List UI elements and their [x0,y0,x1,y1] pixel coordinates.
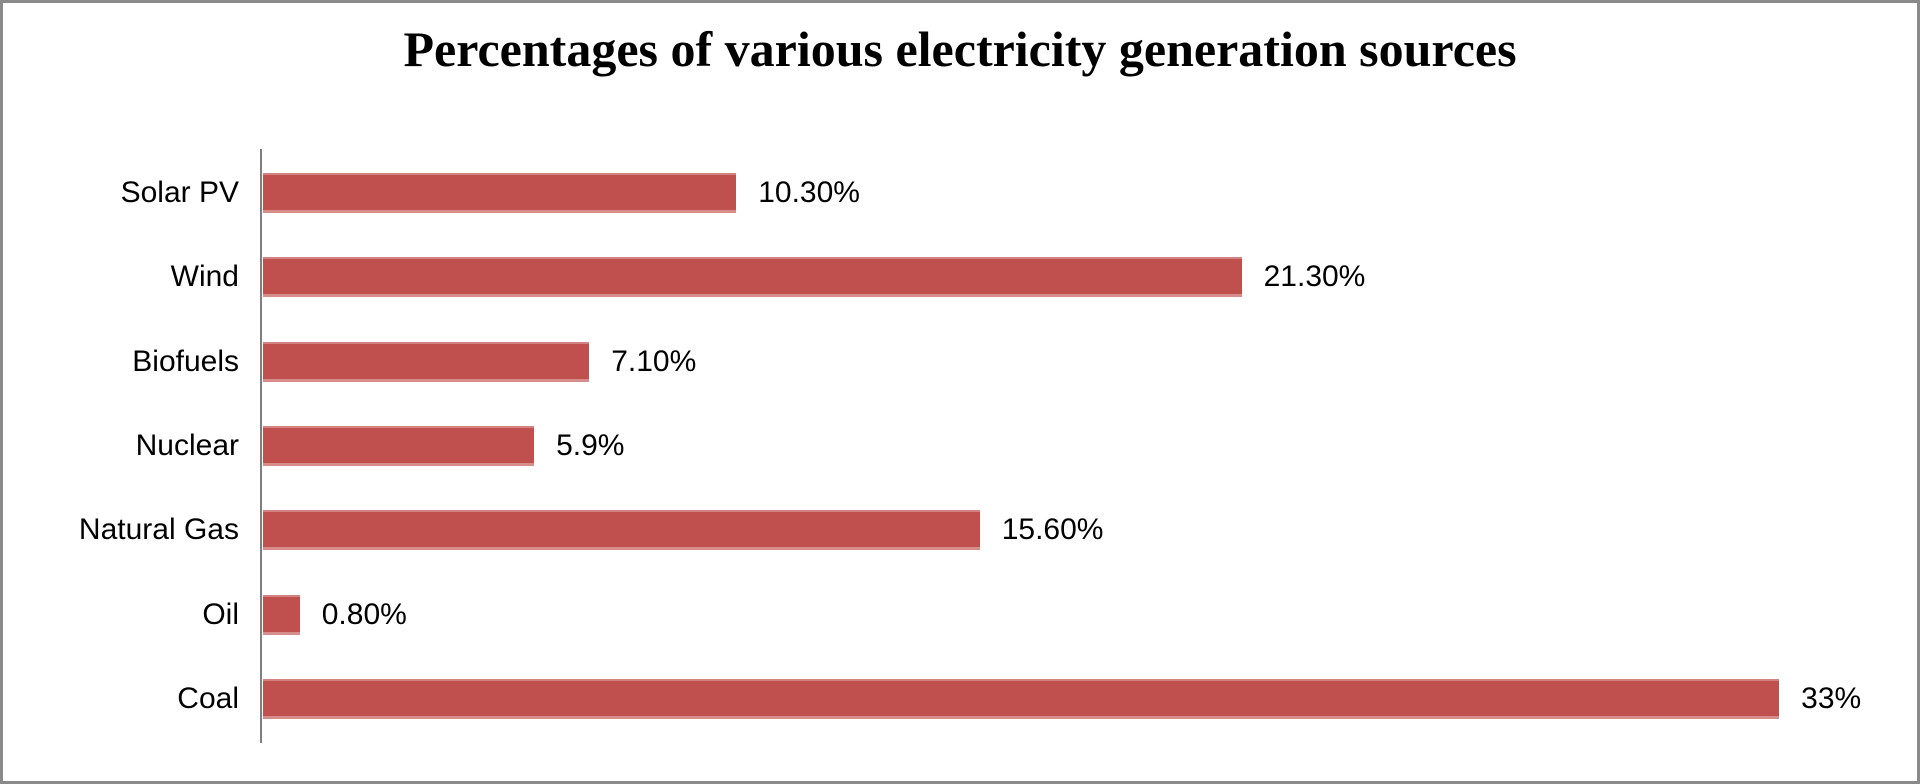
value-label: 5.9% [556,428,625,462]
chart-row: Nuclear 5.9% [3,404,1917,488]
chart-row: Natural Gas 15.60% [3,488,1917,572]
value-label: 33% [1801,681,1862,715]
category-label: Nuclear [135,428,239,462]
bar [263,257,1242,298]
bar-track: 7.10% [263,320,1917,404]
category-label: Oil [202,597,239,631]
plot-area: Solar PV 10.30% Wind 21.30% Biofuels 7.10% Nuc… [3,149,1917,743]
chart-row: Biofuels 7.10% [3,320,1917,404]
bar-rows: Solar PV 10.30% Wind 21.30% Biofuels 7.10% Nuc… [3,151,1917,741]
value-label: 0.80% [321,597,407,631]
category-label: Solar PV [120,176,239,210]
bar [263,425,535,466]
bar-track: 0.80% [263,572,1917,656]
chart-row: Oil 0.80% [3,572,1917,656]
category-label: Biofuels [132,344,239,378]
bar-track: 10.30% [263,151,1917,235]
value-label: 21.30% [1263,260,1366,294]
bar-track: 5.9% [263,404,1917,488]
chart-row: Wind 21.30% [3,235,1917,319]
bar-track: 15.60% [263,488,1917,572]
chart-row: Solar PV 10.30% [3,151,1917,235]
bar [263,594,300,635]
bar [263,678,1780,719]
category-label: Coal [177,681,239,715]
chart-row: Coal 33% [3,657,1917,741]
bar [263,173,737,214]
y-axis-line [260,149,262,743]
bar-track: 21.30% [263,235,1917,319]
category-label: Wind [170,260,239,294]
value-label: 10.30% [758,176,860,210]
value-label: 7.10% [611,344,697,378]
bar-track: 33% [263,657,1917,741]
value-label: 15.60% [1001,513,1104,547]
category-label: Natural Gas [78,513,239,547]
bar [263,341,590,382]
bar [263,510,980,551]
chart-title: Percentages of various electricity gener… [403,21,1517,77]
